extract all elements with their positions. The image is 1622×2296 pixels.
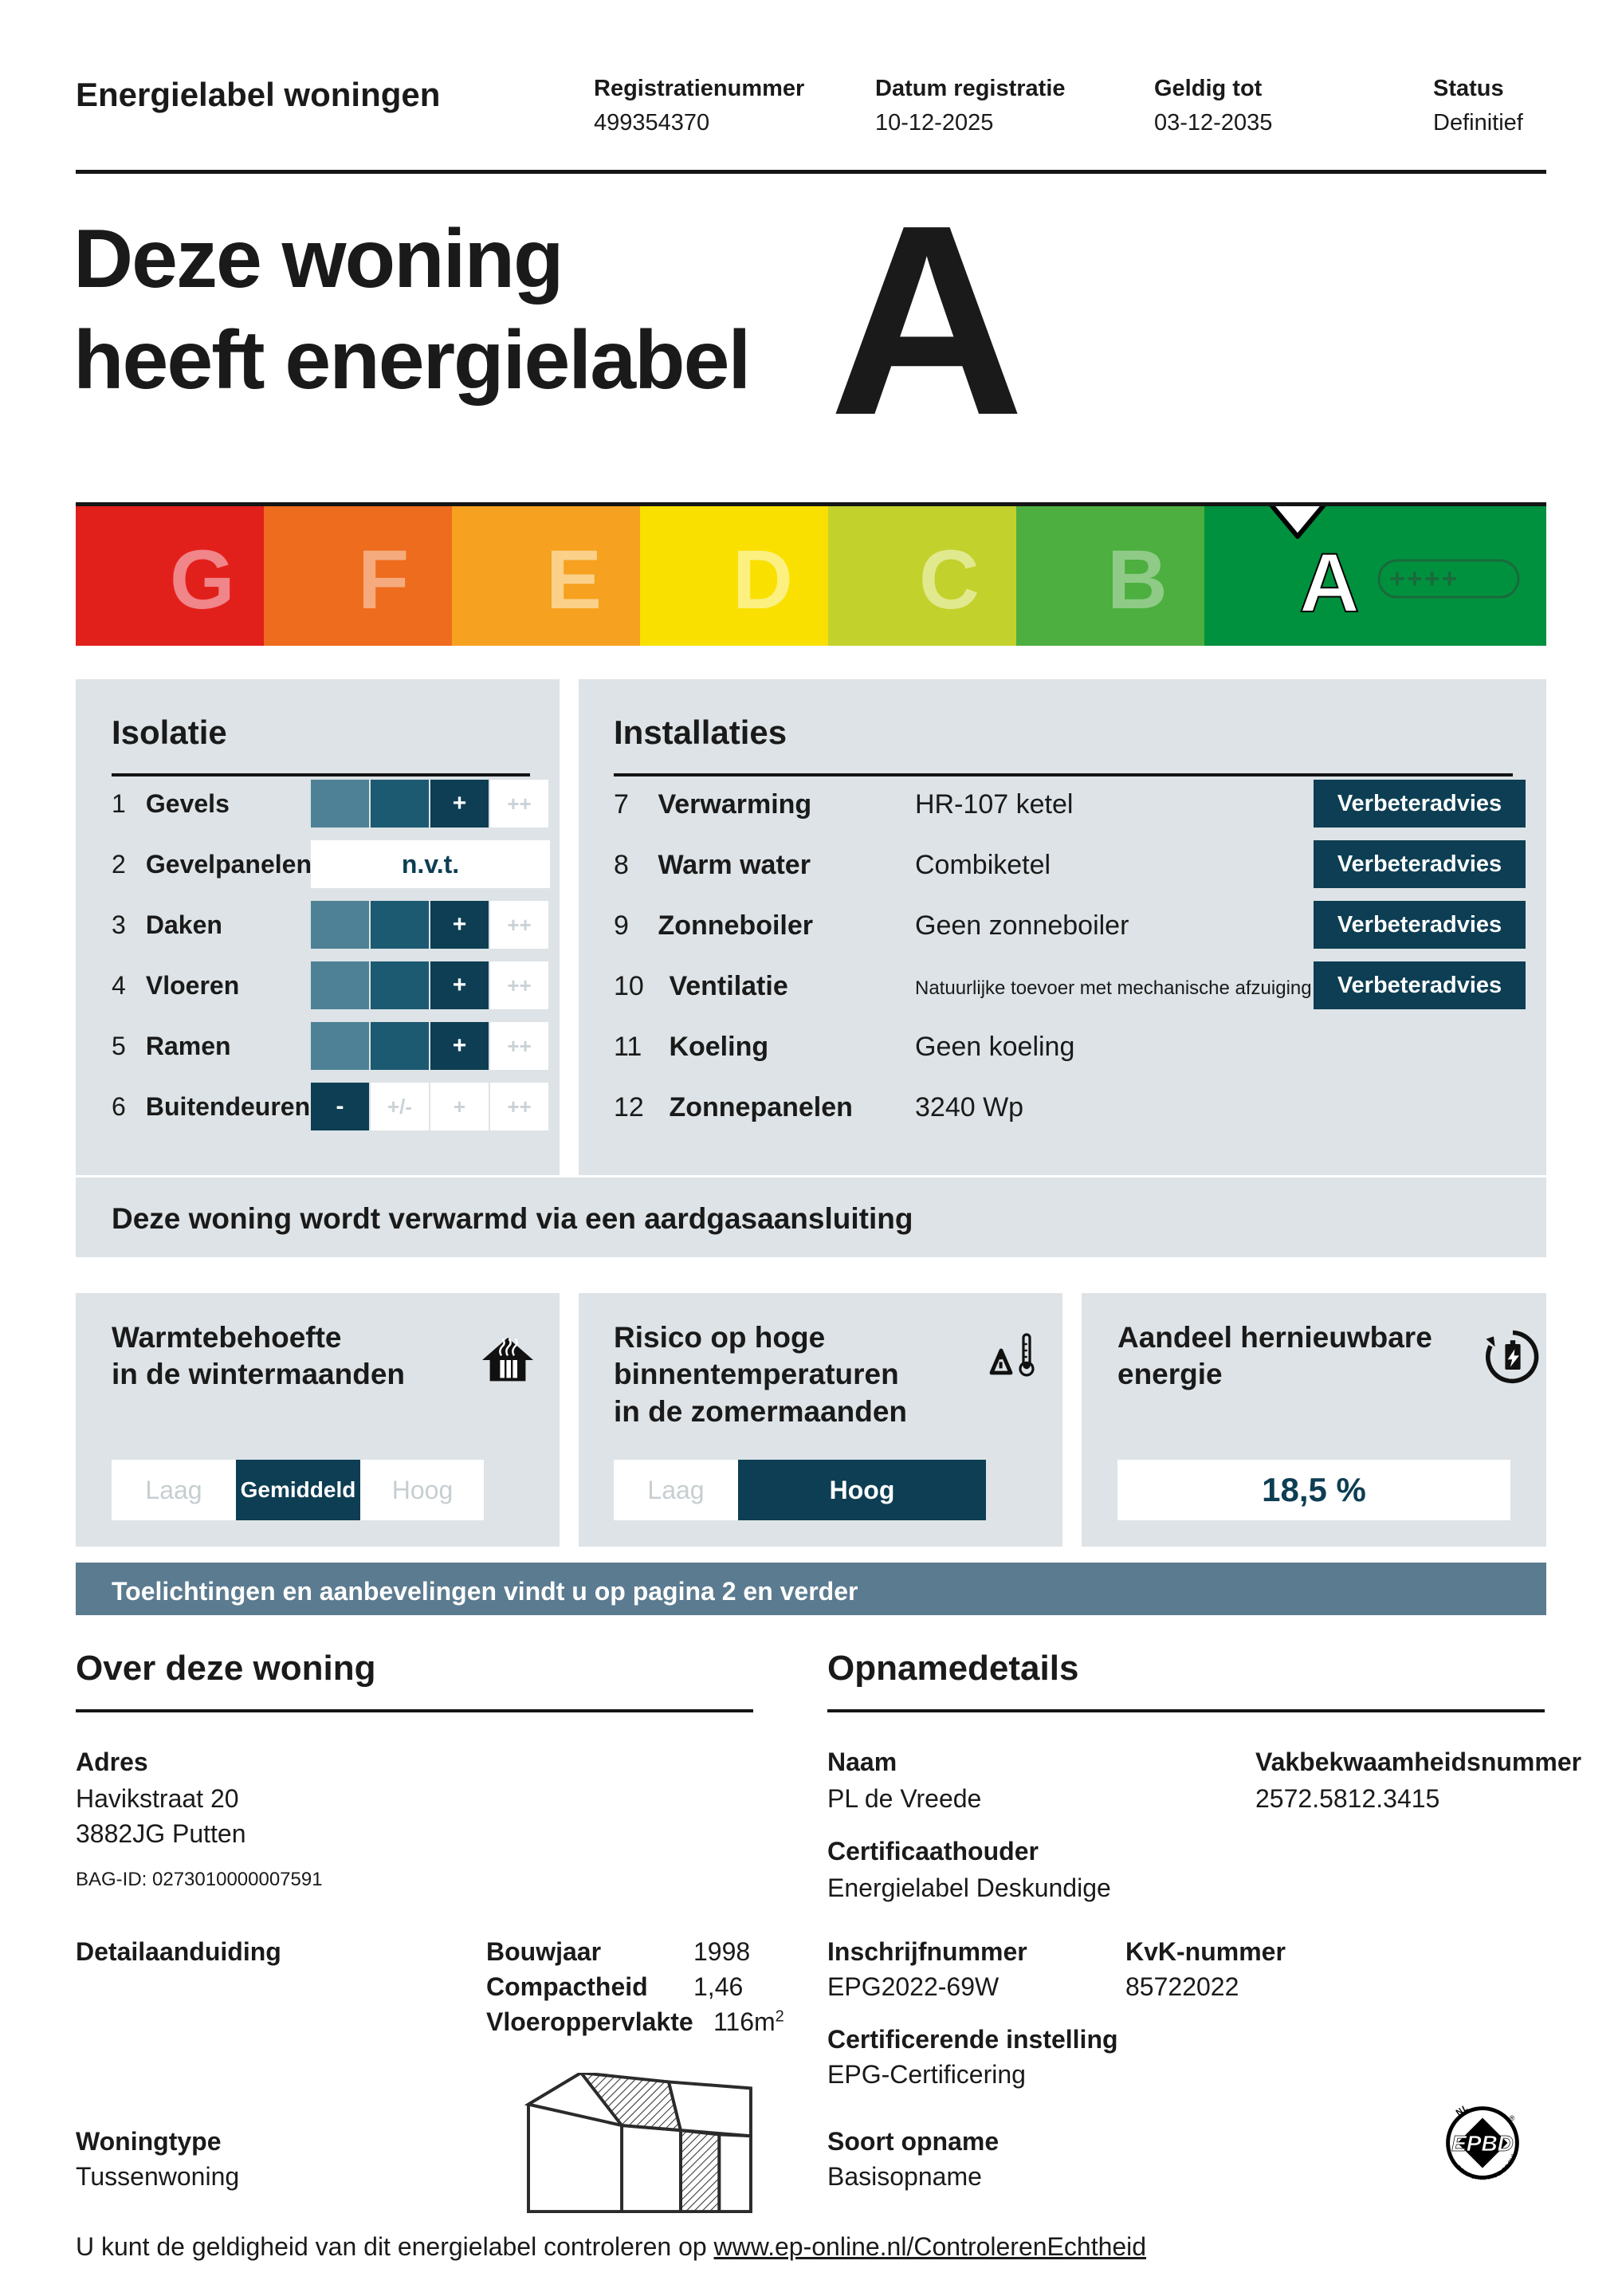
- svg-text:++++: ++++: [1389, 564, 1459, 594]
- svg-text:A: A: [1299, 537, 1360, 630]
- svg-text:NL: NL: [1455, 2103, 1471, 2118]
- svg-text:B: B: [1107, 533, 1168, 627]
- svg-text:®: ®: [1510, 2114, 1515, 2122]
- svg-text:D: D: [732, 533, 793, 627]
- svg-text:G: G: [170, 533, 235, 627]
- svg-text:F: F: [358, 533, 409, 627]
- svg-text:EPBD: EPBD: [1451, 2131, 1514, 2156]
- svg-text:C: C: [919, 533, 980, 627]
- svg-text:E: E: [546, 533, 602, 627]
